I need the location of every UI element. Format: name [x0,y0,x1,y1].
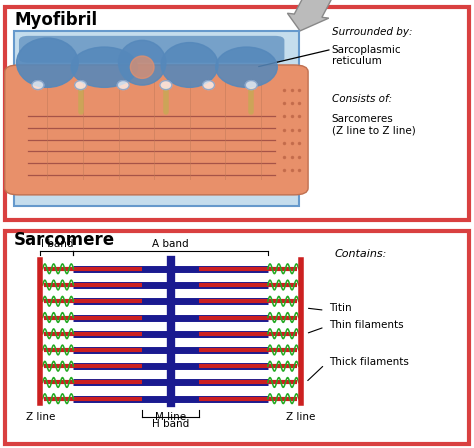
Text: Z line: Z line [286,412,316,422]
Ellipse shape [246,81,257,90]
FancyBboxPatch shape [14,31,299,206]
Text: Myofibril: Myofibril [14,11,97,29]
Ellipse shape [17,38,78,87]
Text: Sarcoplasmic
reticulum: Sarcoplasmic reticulum [332,45,401,66]
Ellipse shape [32,81,44,90]
FancyBboxPatch shape [5,7,469,220]
FancyArrow shape [287,0,336,31]
Text: Consists of:: Consists of: [332,94,392,104]
Ellipse shape [118,40,166,85]
Text: Contains:: Contains: [334,249,386,258]
Ellipse shape [160,81,172,90]
Text: M line: M line [155,412,186,422]
Ellipse shape [216,47,277,87]
Ellipse shape [71,47,137,87]
Text: Surrounded by:: Surrounded by: [332,27,412,37]
FancyArrow shape [180,233,218,264]
Text: Sarcomeres
(Z line to Z line): Sarcomeres (Z line to Z line) [332,114,416,136]
FancyBboxPatch shape [5,231,469,444]
Text: I band: I band [41,239,73,249]
Ellipse shape [130,56,154,78]
Ellipse shape [75,81,86,90]
Text: Titin: Titin [329,303,352,313]
Ellipse shape [118,81,129,90]
FancyBboxPatch shape [5,65,308,195]
Text: A band: A band [152,239,189,249]
Ellipse shape [202,81,214,90]
Text: Thick filaments: Thick filaments [329,358,410,367]
Text: Sarcomere: Sarcomere [14,231,115,249]
Text: H band: H band [152,419,189,429]
FancyBboxPatch shape [19,36,284,63]
Ellipse shape [161,43,218,87]
Text: Z line: Z line [26,412,55,422]
Text: Thin filaments: Thin filaments [329,320,404,330]
